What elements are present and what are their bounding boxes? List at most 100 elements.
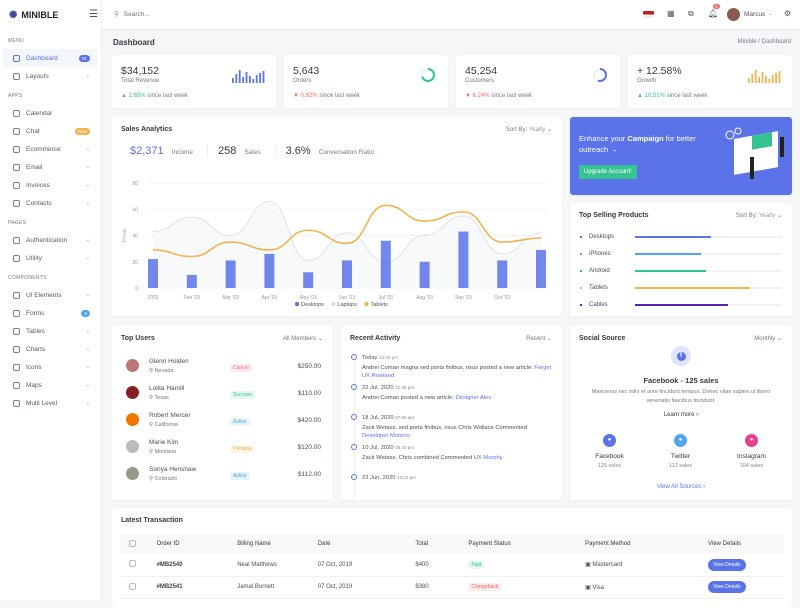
stat-change: ▼ 0.82% since last week (293, 93, 360, 99)
sidebar-badge: 6 (81, 309, 90, 317)
fullscreen-icon[interactable]: ⧉ (688, 9, 694, 18)
progress-ring (421, 68, 435, 82)
chevron-down-icon: ⌄ (85, 164, 90, 170)
monthly-dropdown[interactable]: Monthly ⌄ (754, 336, 782, 342)
sidebar-item-label: UI Elements (26, 291, 62, 299)
logo[interactable]: ✺ MINIBLE (9, 9, 59, 21)
sidebar-item-ui-elements[interactable]: UI Elements ⌄ (3, 286, 98, 304)
sidebar-item-maps[interactable]: Maps ⌄ (3, 376, 98, 394)
map-pin-icon: ⚲ (149, 368, 154, 374)
utility-icon (13, 254, 20, 262)
search-icon: ⚲ (114, 11, 119, 18)
stat-card: $34,152 Total Revenue ▲ 2.65% since last w… (112, 55, 276, 108)
icons-icon (13, 363, 20, 371)
twitter-icon: ● (674, 434, 687, 447)
sort-dropdown[interactable]: Sort By: Yearly ⌄ (735, 213, 782, 219)
sidebar-item-contacts[interactable]: Contacts ⌄ (3, 194, 98, 212)
social-source-twitter[interactable]: ● Twitter 112 sales (658, 434, 703, 469)
timeline-dot-icon (351, 354, 357, 360)
chevron-down-icon[interactable]: ⌄ (768, 11, 773, 17)
sidebar-item-layouts[interactable]: Layouts ⌄ (3, 67, 98, 85)
sort-dropdown[interactable]: Sort By: Yearly ⌄ (505, 127, 552, 133)
recent-dropdown[interactable]: Recent ⌄ (526, 336, 552, 342)
view-details-button[interactable]: View Details (708, 581, 746, 593)
desktops-bar (148, 259, 158, 288)
members-dropdown[interactable]: All Members ⌄ (282, 336, 323, 342)
social-description: Maecenas nec odio et ante tincidunt temp… (591, 389, 771, 404)
invoices-icon (13, 181, 20, 189)
product-progress (635, 304, 782, 306)
card-title: Social Source (579, 335, 626, 342)
row-checkbox[interactable] (129, 560, 136, 568)
sidebar-item-ecommerce[interactable]: Ecommerce ⌄ (3, 140, 98, 158)
us-flag-icon[interactable] (643, 11, 654, 18)
bell-icon[interactable]: 🔔︎ (708, 9, 719, 18)
search-input[interactable] (123, 10, 224, 18)
activity-link[interactable]: Forget UX Rowland (362, 364, 552, 380)
stat-value: + 12.58% (637, 65, 682, 77)
map-pin-icon: ⚲ (149, 476, 154, 482)
activity-link[interactable]: Designer Alex (455, 394, 492, 401)
user-avatar[interactable] (727, 8, 740, 21)
x-tick-label: Mar '03 (222, 295, 239, 301)
user-name: Lolita Hamill (149, 385, 185, 392)
arrow-down-icon: ▼ (465, 93, 471, 99)
breadcrumb-home[interactable]: Minible (737, 39, 757, 45)
map-pin-icon: ⚲ (149, 422, 154, 428)
user-name[interactable]: Marcus (744, 11, 766, 18)
sidebar-item-label: Email (26, 163, 43, 171)
activity-link[interactable]: UX Murphy (473, 454, 503, 461)
activity-link[interactable]: Developer Moreno (362, 433, 410, 439)
sidebar-item-authentication[interactable]: Authentication ⌄ (3, 231, 98, 249)
mini-bar (758, 77, 760, 83)
sidebar-item-tables[interactable]: Tables ⌄ (3, 322, 98, 340)
sidebar-item-forms[interactable]: Forms 6 (3, 304, 98, 322)
stat-value: 45,254 (465, 65, 498, 77)
sidebar-item-invoices[interactable]: Invoices ⌄ (3, 176, 98, 194)
sidebar-item-chat[interactable]: Chat New (3, 122, 98, 140)
mini-bar (242, 77, 244, 83)
column-header: Billing Name (228, 534, 309, 554)
sidebar-item-multi-level[interactable]: Multi Level ⌄ (3, 394, 98, 412)
sidebar-section-title: COMPONENTS (8, 275, 47, 281)
row-checkbox[interactable] (129, 582, 136, 590)
x-tick-label: Jul '03 (379, 295, 394, 301)
learn-more-link[interactable]: Learn more › (663, 412, 699, 418)
user-amount: $112.00 (297, 471, 321, 478)
top-selling-card: Top Selling Products Sort By: Yearly ⌄ D… (570, 203, 792, 316)
chevron-down-icon: ⌄ (85, 73, 90, 79)
activity-item: Today 12:20 pm Andrei Coman magna sed por… (351, 354, 554, 381)
view-details-button[interactable]: View Details (708, 558, 746, 571)
view-all-sources-link[interactable]: View All Sources › (656, 484, 706, 490)
social-source-facebook[interactable]: ● Facebook 125 sales (587, 434, 632, 469)
x-tick-label: Sep '03 (455, 295, 472, 301)
y-tick-label: 40 (132, 234, 138, 240)
credit-card-icon: ▣ (585, 562, 591, 569)
sidebar: ✺ MINIBLE ☰ MENU Dashboard 01 Layouts ⌄ APPS Ca… (0, 0, 102, 600)
menu-toggle-icon[interactable]: ☰ (89, 9, 98, 20)
activity-item: 18 Jul, 2020 07:56 am Zack Wetass, sed po… (351, 414, 554, 441)
sidebar-item-calendar[interactable]: Calendar (3, 104, 98, 122)
y-tick-label: 60 (132, 207, 138, 213)
sidebar-item-email[interactable]: Email ⌄ (3, 158, 98, 176)
user-amount: $250.00 (297, 363, 322, 370)
social-source-card: Social Source Monthly ⌄ f Facebook - 125… (570, 326, 792, 500)
sidebar-item-label: Dashboard (26, 54, 58, 62)
sidebar-item-icons[interactable]: Icons ⌄ (3, 358, 98, 376)
mini-bar (775, 73, 777, 83)
social-source-instagram[interactable]: ● Instagram 104 sales (729, 434, 774, 469)
sidebar-item-utility[interactable]: Utility ⌄ (3, 249, 98, 267)
upgrade-account-button[interactable]: Upgrade Account! (579, 165, 637, 179)
sidebar-item-dashboard[interactable]: Dashboard 01 (3, 49, 98, 67)
sidebar-item-charts[interactable]: Charts ⌄ (3, 340, 98, 358)
sales-chart: 0 20 40 60 80 Points 2003 Feb '03 Mar '03 Apr '03… (122, 181, 548, 308)
select-all-checkbox[interactable] (120, 534, 148, 554)
facebook-icon: ● (603, 434, 616, 447)
product-row: iPhones (580, 251, 782, 259)
chevron-down-icon: ⌄ (85, 255, 90, 261)
column-header: Payment Status (459, 534, 577, 554)
y-tick-label: 0 (135, 286, 138, 292)
mini-bar (232, 78, 234, 83)
settings-gear-icon[interactable]: ⚙ (784, 9, 792, 18)
apps-grid-icon[interactable]: ▦ (667, 9, 675, 18)
